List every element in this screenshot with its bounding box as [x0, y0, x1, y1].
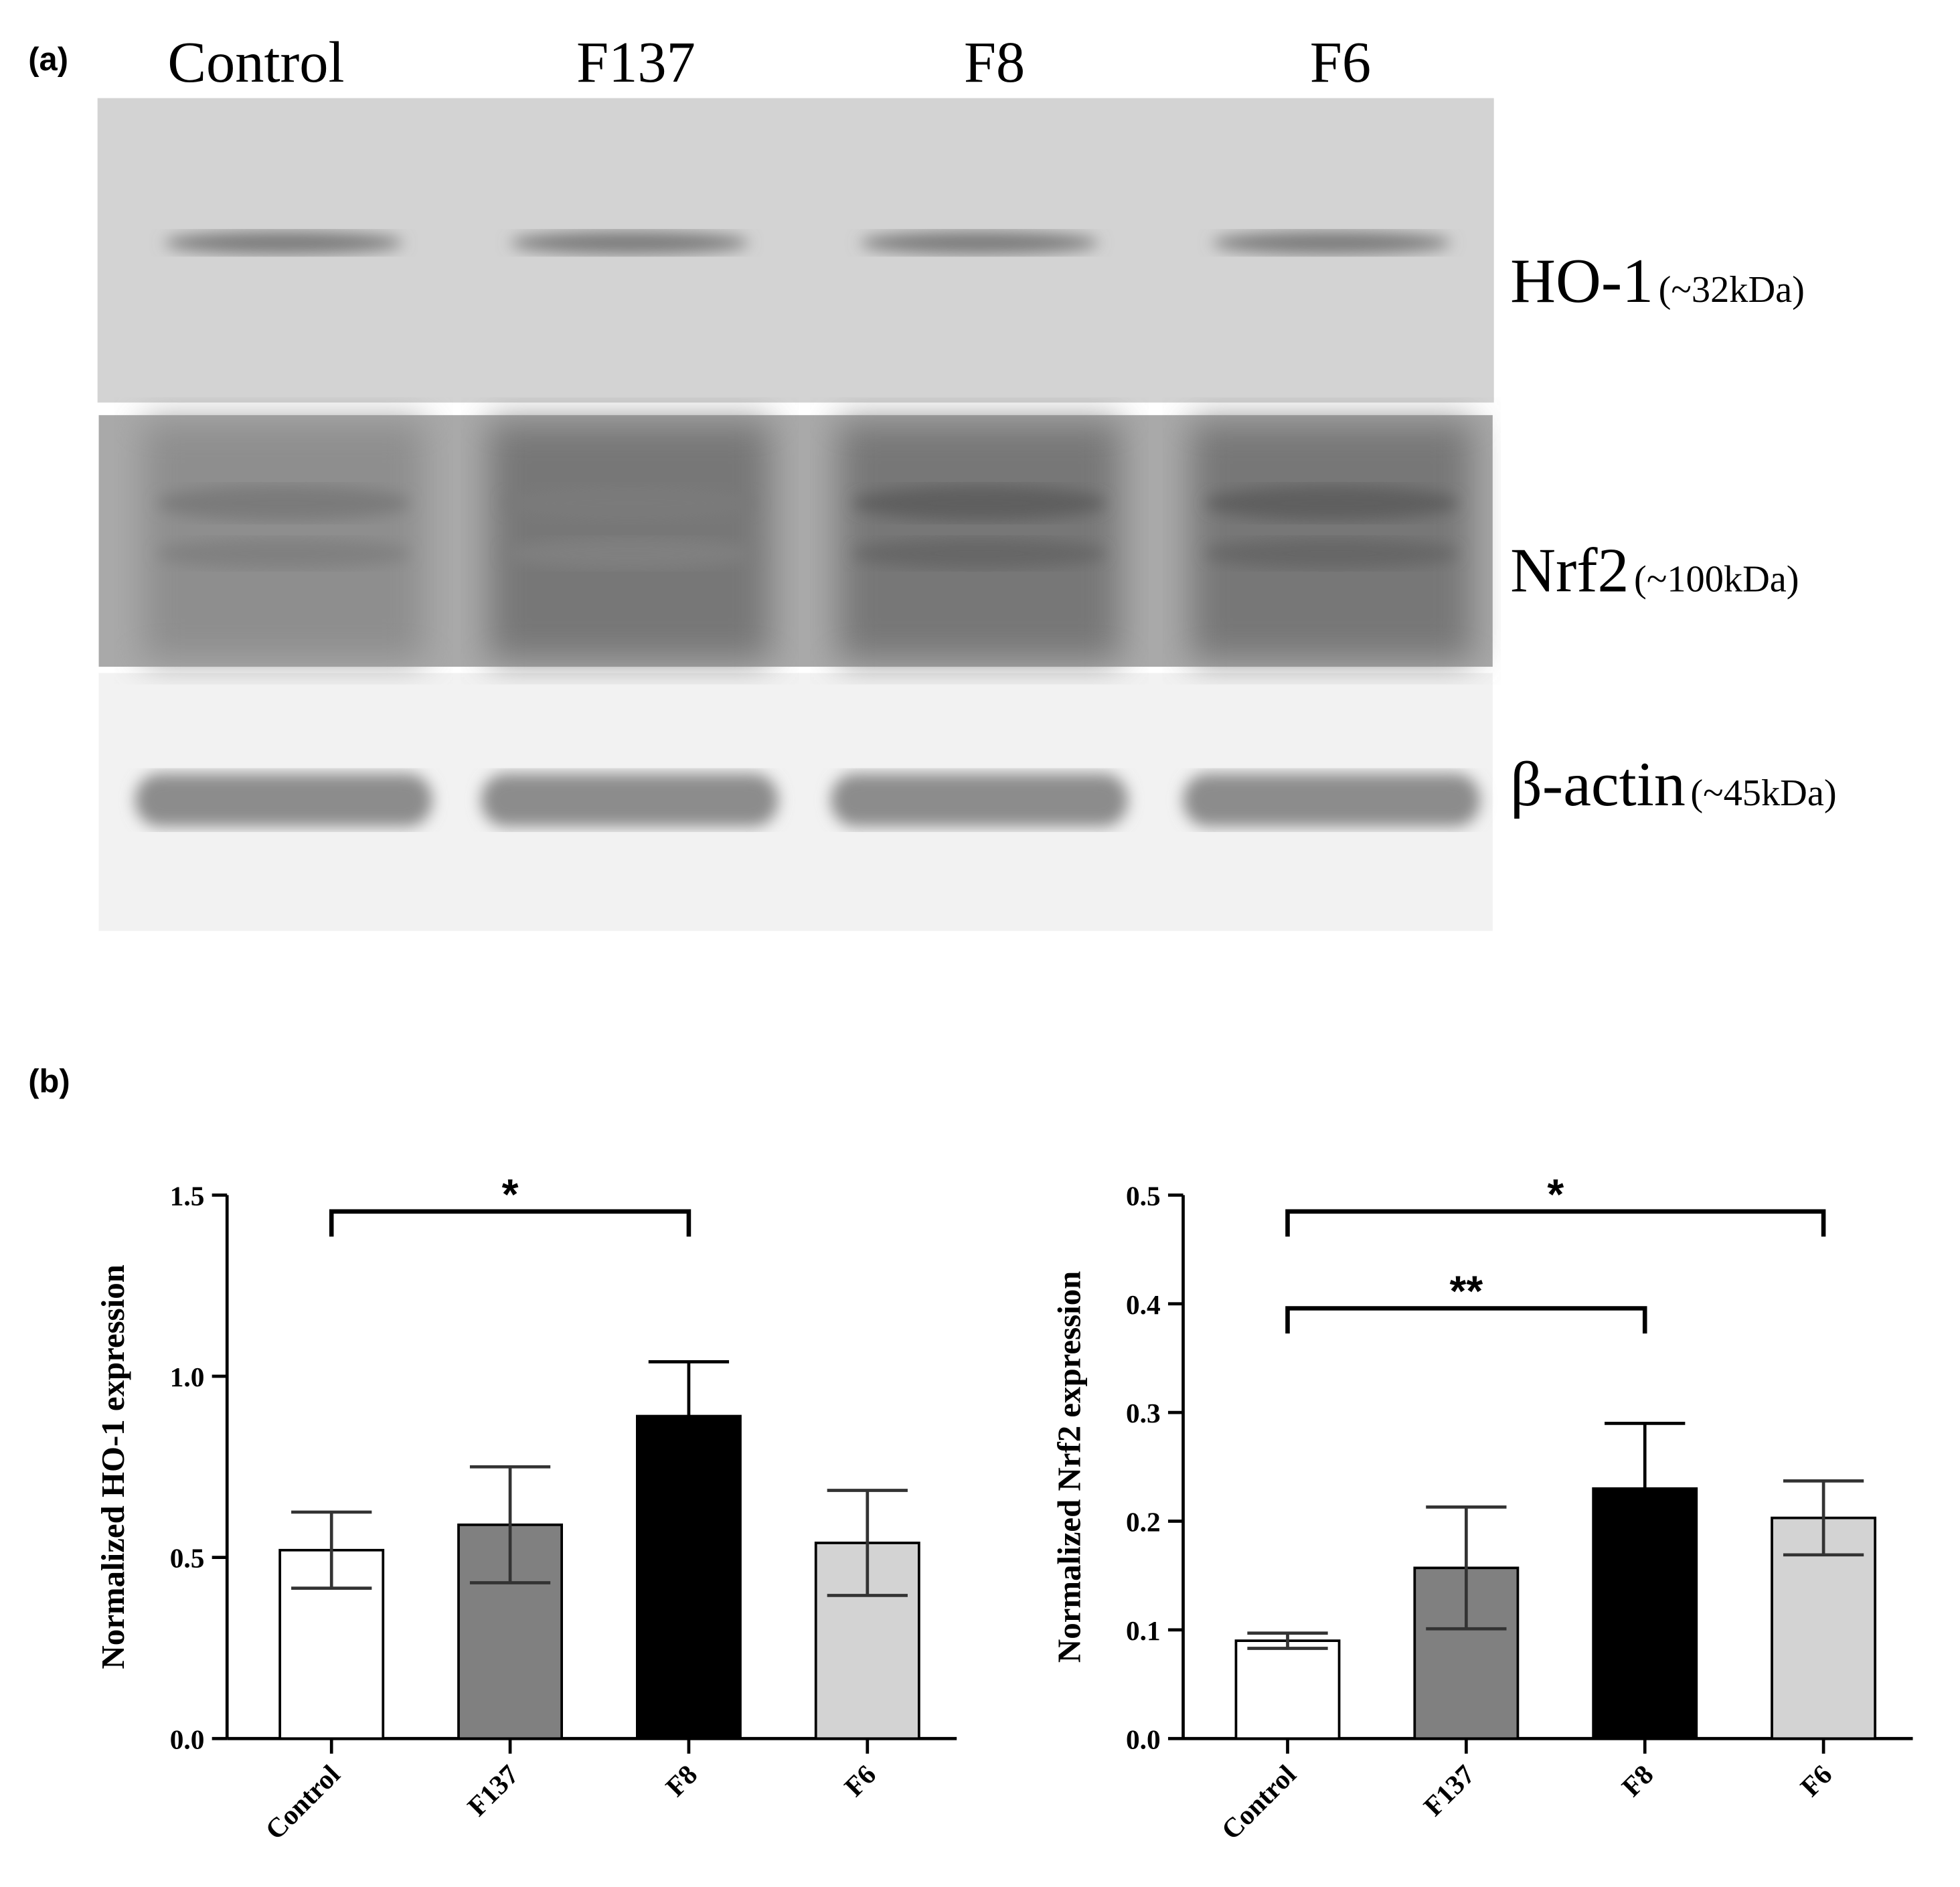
- y-tick-label: 0.3: [1126, 1398, 1161, 1428]
- protein-name: HO-1: [1510, 246, 1653, 316]
- error-bar: [648, 1360, 730, 1473]
- band: [503, 485, 756, 521]
- band: [1206, 485, 1458, 521]
- x-tick-label: F6: [1794, 1758, 1838, 1802]
- error-bar: [1783, 1479, 1864, 1557]
- error-bar: [291, 1510, 372, 1590]
- lane-label: Control: [167, 30, 344, 94]
- band: [503, 538, 756, 569]
- y-tick-label: 0.1: [1126, 1615, 1161, 1646]
- x-tick-label: F137: [1418, 1758, 1481, 1821]
- lane-label: F8: [964, 30, 1025, 94]
- y-tick-label: 0.5: [170, 1543, 205, 1574]
- y-tick-label: 1.0: [170, 1362, 205, 1392]
- protein-size: (~45kDa): [1690, 772, 1836, 814]
- significance-bracket: [329, 1209, 691, 1237]
- band: [481, 773, 779, 827]
- band: [510, 231, 750, 254]
- band: [831, 773, 1128, 827]
- y-tick-label: 0.2: [1126, 1507, 1161, 1538]
- band: [1206, 538, 1458, 569]
- western-blot: [97, 98, 1494, 931]
- x-tick-label: Control: [259, 1758, 345, 1845]
- error-bar: [827, 1489, 908, 1597]
- band: [1212, 231, 1451, 254]
- band: [1183, 773, 1481, 827]
- error-bar: [1247, 1631, 1328, 1650]
- x-tick-label: F137: [461, 1758, 524, 1821]
- panel-label: (b): [28, 1063, 70, 1099]
- y-tick-label: 0.0: [1126, 1724, 1161, 1754]
- significance-label: *: [502, 1170, 519, 1218]
- lane-label: F6: [1310, 30, 1371, 94]
- bar: [1234, 1639, 1341, 1740]
- significance-bracket: [1285, 1209, 1826, 1237]
- x-tick-label: Control: [1215, 1758, 1301, 1845]
- error-bar: [1426, 1505, 1507, 1631]
- protein-label: β-actin (~45kDa): [1510, 750, 1837, 819]
- protein-size: (~100kDa): [1634, 558, 1799, 600]
- x-tick-label: F6: [838, 1758, 882, 1802]
- significance-label: *: [1547, 1170, 1564, 1218]
- significance-label: **: [1450, 1267, 1483, 1315]
- significance-bracket: [1285, 1306, 1647, 1334]
- band: [157, 485, 410, 521]
- x-tick-label: F8: [1616, 1758, 1659, 1802]
- error-bar: [1605, 1422, 1686, 1556]
- panel-label: (a): [28, 42, 68, 78]
- protein-name: β-actin: [1510, 750, 1686, 819]
- protein-size: (~32kDa): [1659, 269, 1805, 311]
- y-tick-label: 0.4: [1126, 1289, 1161, 1320]
- error-bar: [469, 1465, 551, 1584]
- y-tick-label: 1.5: [170, 1180, 205, 1211]
- band: [853, 538, 1105, 569]
- band: [860, 231, 1099, 254]
- band: [853, 485, 1105, 521]
- protein-label: Nrf2 (~100kDa): [1510, 536, 1799, 605]
- y-axis-label: Normalized Nrf2 expression: [1050, 1271, 1087, 1663]
- protein-name: Nrf2: [1510, 536, 1629, 605]
- protein-label: HO-1 (~32kDa): [1510, 246, 1805, 316]
- y-axis-label: Normalized HO-1 expression: [94, 1264, 131, 1669]
- lane-label: F137: [576, 30, 696, 94]
- band: [157, 538, 410, 569]
- y-tick-label: 0.0: [170, 1724, 205, 1754]
- band: [135, 773, 432, 827]
- y-tick-label: 0.5: [1126, 1180, 1161, 1211]
- band: [164, 231, 404, 254]
- x-tick-label: F8: [659, 1758, 703, 1802]
